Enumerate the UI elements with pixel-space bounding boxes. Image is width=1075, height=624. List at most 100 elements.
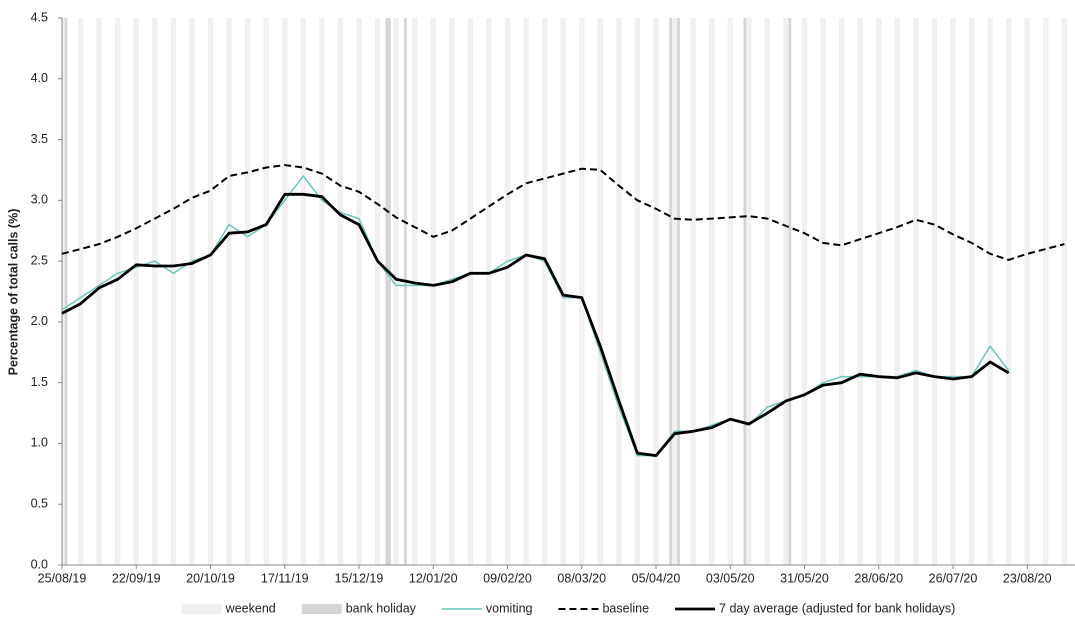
- weekend-shade: [504, 18, 508, 565]
- x-tick-label: 15/12/19: [335, 571, 384, 585]
- weekend-shade: [226, 18, 230, 565]
- weekend-shade: [878, 18, 882, 565]
- weekend-shade: [953, 18, 956, 565]
- weekend-shade: [748, 18, 752, 565]
- weekend-shade: [337, 18, 341, 565]
- weekend-shade: [136, 18, 139, 565]
- legend-label: 7 day average (adjusted for bank holiday…: [719, 601, 955, 615]
- bank-holiday-shade: [404, 18, 407, 565]
- weekend-shade: [934, 18, 938, 565]
- series-line: [61, 192, 1010, 457]
- y-tick-label: 4.0: [31, 71, 48, 85]
- weekend-shade: [154, 18, 158, 565]
- weekend-shade: [467, 18, 471, 565]
- weekend-shade: [618, 18, 622, 565]
- weekend-shade: [730, 18, 733, 565]
- weekend-shade: [913, 18, 916, 565]
- x-tick-label: 31/05/20: [780, 571, 829, 585]
- weekend-shade: [356, 18, 360, 565]
- weekend-shade: [823, 18, 826, 565]
- weekend-shade: [764, 18, 768, 565]
- bank-holiday-shade: [64, 18, 68, 565]
- weekend-shade: [359, 18, 362, 565]
- weekend-shade: [1061, 18, 1065, 565]
- weekend-shade: [300, 18, 304, 565]
- weekend-shade: [783, 18, 786, 565]
- weekend-shade: [210, 18, 214, 565]
- weekend-shade: [133, 18, 137, 565]
- weekend-shade: [152, 18, 155, 565]
- weekend-shade: [1027, 18, 1030, 565]
- weekend-shade: [597, 18, 601, 565]
- weekend-shade: [303, 18, 306, 565]
- y-tick-label: 4.5: [31, 10, 48, 24]
- bank-holiday-shade: [388, 18, 391, 565]
- weekend-shade: [579, 18, 582, 565]
- weekend-shade: [968, 18, 972, 565]
- series-line: [61, 175, 1010, 457]
- weekend-shade: [414, 18, 418, 565]
- weekend-shade: [1045, 18, 1049, 565]
- weekend-shade: [523, 18, 527, 565]
- x-tick-label: 17/11/19: [261, 571, 309, 585]
- x-tick-label: 09/02/20: [483, 571, 532, 585]
- weekend-shade: [581, 18, 585, 565]
- series-line: [61, 164, 1065, 261]
- weekend-shade: [709, 18, 712, 565]
- y-tick-label: 2.5: [31, 253, 48, 267]
- x-tick-label: 03/05/20: [706, 571, 755, 585]
- weekend-shade: [189, 18, 192, 565]
- y-axis-title: Percentage of total calls (%): [6, 209, 20, 376]
- weekend-shade: [266, 18, 269, 565]
- bank-holiday-shade: [677, 18, 680, 565]
- y-tick-label: 3.5: [31, 132, 48, 146]
- weekend-shade: [838, 18, 842, 565]
- bank-holiday-shade: [669, 18, 672, 565]
- x-tick-label: 23/08/20: [1003, 571, 1052, 585]
- weekend-shade: [62, 18, 65, 565]
- y-tick-label: 0.0: [31, 557, 48, 571]
- weekend-shade: [653, 18, 657, 565]
- weekend-shade: [284, 18, 288, 565]
- x-tick-label: 20/10/19: [186, 571, 235, 585]
- weekend-shade: [117, 18, 121, 565]
- legend-swatch: [301, 604, 342, 614]
- legend-swatch: [181, 604, 222, 614]
- weekend-shade: [987, 18, 991, 565]
- weekend-shade: [616, 18, 619, 565]
- weekend-shade: [282, 18, 285, 565]
- weekend-shade: [340, 18, 344, 565]
- weekend-shade: [486, 18, 489, 565]
- legend-label: vomiting: [486, 601, 533, 615]
- legend-label: baseline: [602, 601, 649, 615]
- legend: weekend bank holiday vomiting baseline 7 day…: [181, 601, 955, 615]
- weekend-shade: [396, 18, 399, 565]
- weekend-shade: [860, 18, 863, 565]
- weekend-shade: [711, 18, 715, 565]
- weekend-shade: [634, 18, 638, 565]
- y-tick-label: 1.5: [31, 375, 48, 389]
- weekend-shade: [894, 18, 898, 565]
- weekend-shade: [412, 18, 415, 565]
- weekend-shade: [915, 18, 919, 565]
- y-tick-label: 0.5: [31, 497, 48, 511]
- weekend-shade: [1006, 18, 1009, 565]
- weekend-shade: [393, 18, 397, 565]
- x-tick-label: 26/07/20: [929, 571, 978, 585]
- weekend-shade: [1024, 18, 1028, 565]
- weekend-shade: [820, 18, 824, 565]
- weekend-shade: [207, 18, 211, 565]
- weekend-shade: [247, 18, 251, 565]
- weekend-shade: [377, 18, 381, 565]
- weekend-shade: [191, 18, 195, 565]
- y-tick-label: 3.0: [31, 193, 48, 207]
- weekend-shade: [374, 18, 378, 565]
- x-tick-label: 25/08/19: [38, 571, 87, 585]
- x-tick-label: 28/06/20: [854, 571, 903, 585]
- weekend-shade: [971, 18, 975, 565]
- y-tick-label: 1.0: [31, 436, 48, 450]
- weekend-shade: [544, 18, 548, 565]
- weekend-shade: [526, 18, 529, 565]
- weekend-shade: [727, 18, 731, 565]
- weekend-shade: [1064, 18, 1068, 565]
